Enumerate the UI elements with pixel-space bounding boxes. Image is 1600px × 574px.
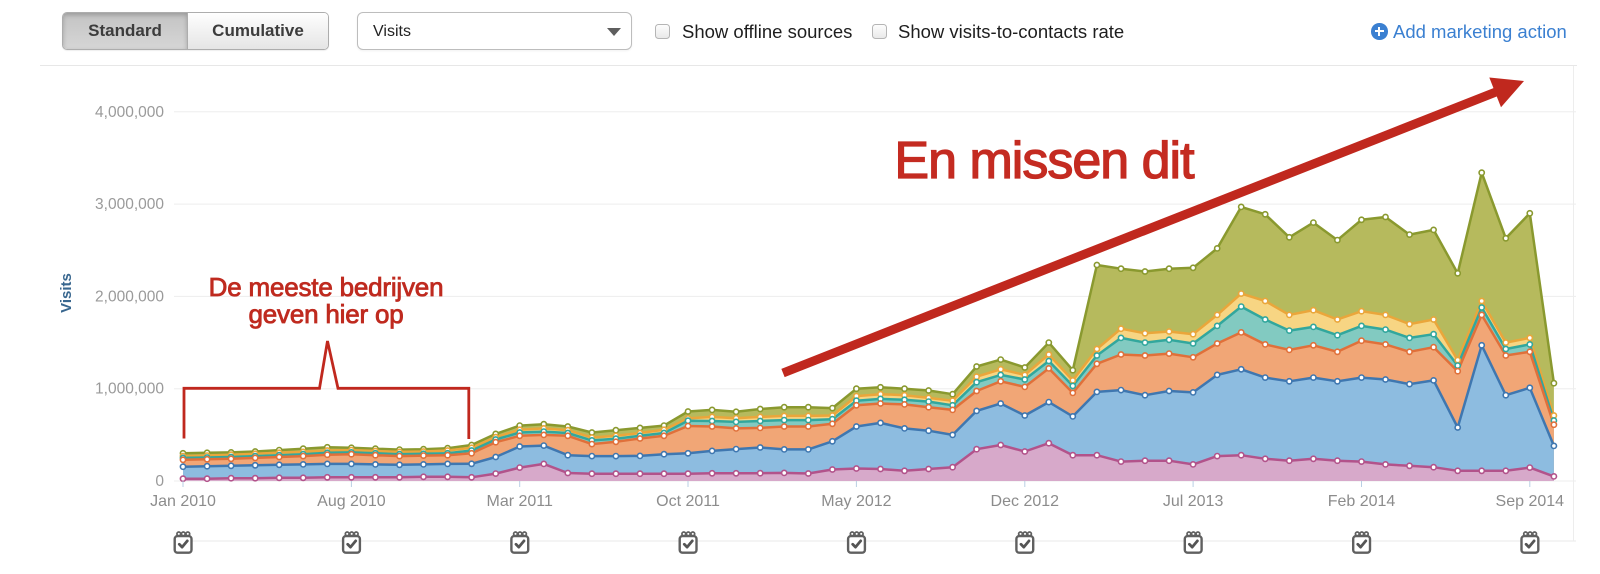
- svg-text:3,000,000: 3,000,000: [95, 196, 164, 213]
- svg-text:Mar 2011: Mar 2011: [486, 493, 553, 510]
- svg-text:2,000,000: 2,000,000: [95, 288, 164, 305]
- svg-text:1,000,000: 1,000,000: [95, 381, 164, 398]
- svg-text:Sep 2014: Sep 2014: [1496, 493, 1565, 510]
- svg-text:Visits: Visits: [58, 273, 75, 313]
- svg-text:Feb 2014: Feb 2014: [1328, 493, 1396, 510]
- svg-text:Aug 2010: Aug 2010: [317, 493, 386, 510]
- svg-text:Jan 2010: Jan 2010: [150, 493, 216, 510]
- svg-text:geven hier op: geven hier op: [249, 299, 404, 329]
- svg-text:Jul 2013: Jul 2013: [1163, 493, 1224, 510]
- svg-text:0: 0: [155, 473, 164, 490]
- svg-text:4,000,000: 4,000,000: [95, 104, 164, 121]
- svg-text:May 2012: May 2012: [821, 493, 891, 510]
- svg-text:De meeste bedrijven: De meeste bedrijven: [209, 272, 444, 302]
- svg-text:Oct 2011: Oct 2011: [656, 493, 720, 510]
- svg-text:Dec 2012: Dec 2012: [991, 493, 1060, 510]
- svg-text:En missen dit: En missen dit: [894, 132, 1195, 190]
